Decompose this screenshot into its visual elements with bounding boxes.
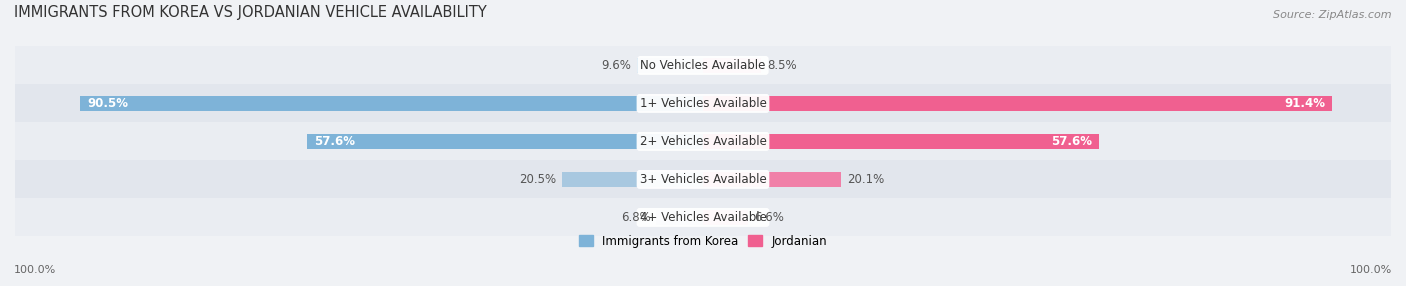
Bar: [703, 96, 1331, 111]
Text: 2+ Vehicles Available: 2+ Vehicles Available: [640, 135, 766, 148]
Text: 6.8%: 6.8%: [621, 211, 651, 224]
Bar: [637, 58, 703, 73]
Bar: [15, 46, 1391, 84]
Text: 9.6%: 9.6%: [602, 59, 631, 72]
Bar: [703, 58, 762, 73]
Text: 8.5%: 8.5%: [768, 59, 797, 72]
Text: 6.6%: 6.6%: [754, 211, 783, 224]
Bar: [703, 210, 748, 225]
Text: 20.5%: 20.5%: [519, 173, 557, 186]
Legend: Immigrants from Korea, Jordanian: Immigrants from Korea, Jordanian: [574, 230, 832, 252]
Bar: [15, 84, 1391, 122]
Text: 57.6%: 57.6%: [314, 135, 354, 148]
Text: 1+ Vehicles Available: 1+ Vehicles Available: [640, 97, 766, 110]
Text: 100.0%: 100.0%: [1350, 265, 1392, 275]
Bar: [15, 122, 1391, 160]
Text: Source: ZipAtlas.com: Source: ZipAtlas.com: [1274, 10, 1392, 20]
Bar: [703, 134, 1099, 149]
Bar: [15, 160, 1391, 198]
Text: 4+ Vehicles Available: 4+ Vehicles Available: [640, 211, 766, 224]
Bar: [703, 172, 841, 187]
Text: IMMIGRANTS FROM KOREA VS JORDANIAN VEHICLE AVAILABILITY: IMMIGRANTS FROM KOREA VS JORDANIAN VEHIC…: [14, 5, 486, 20]
Bar: [307, 134, 703, 149]
Text: No Vehicles Available: No Vehicles Available: [640, 59, 766, 72]
Text: 57.6%: 57.6%: [1052, 135, 1092, 148]
Text: 100.0%: 100.0%: [14, 265, 56, 275]
Text: 91.4%: 91.4%: [1284, 97, 1324, 110]
Text: 90.5%: 90.5%: [87, 97, 128, 110]
Bar: [80, 96, 703, 111]
Text: 3+ Vehicles Available: 3+ Vehicles Available: [640, 173, 766, 186]
Text: 20.1%: 20.1%: [846, 173, 884, 186]
Bar: [15, 198, 1391, 237]
Bar: [562, 172, 703, 187]
Bar: [657, 210, 703, 225]
